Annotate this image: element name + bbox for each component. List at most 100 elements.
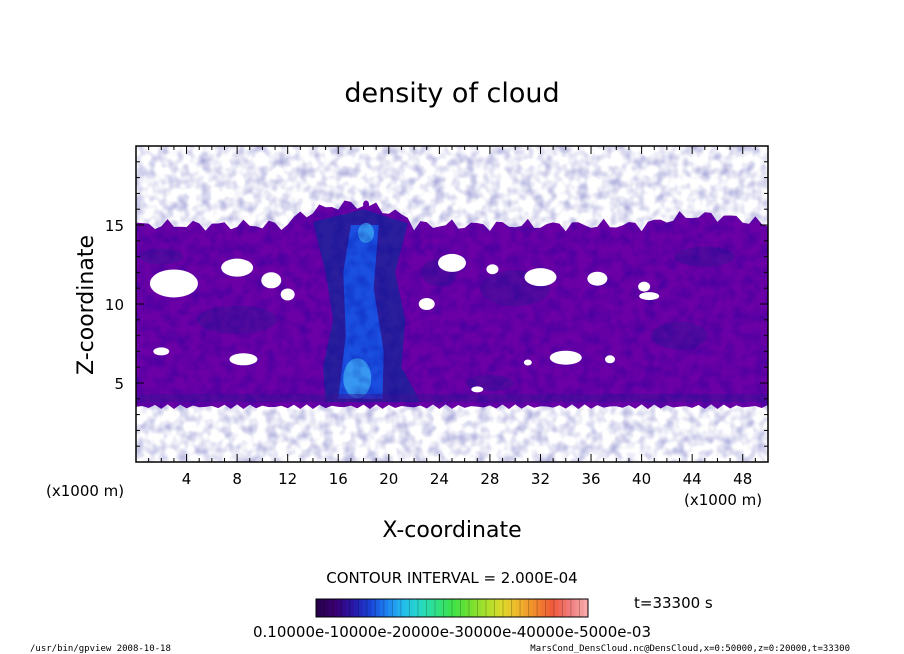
y-tick-label: 15 xyxy=(105,217,124,235)
colorbar-frame xyxy=(315,598,589,618)
plot-area xyxy=(136,146,768,462)
colorbar-swatch xyxy=(333,599,338,617)
y-axis-ticks: 5 10 15 xyxy=(105,161,768,447)
y-tick-label: 10 xyxy=(105,296,124,314)
colorbar-swatch xyxy=(401,599,406,617)
colorbar-swatch xyxy=(452,599,457,617)
colorbar-swatch xyxy=(439,599,444,617)
colorbar-swatch xyxy=(388,599,393,617)
time-label: t=33300 s xyxy=(634,594,713,612)
colorbar-swatch xyxy=(367,599,372,617)
colorbar-swatch xyxy=(511,599,517,617)
colorbar-swatch xyxy=(562,599,568,617)
chart-title: density of cloud xyxy=(344,78,559,109)
cloud-gaps xyxy=(149,253,660,393)
cloud-gap xyxy=(638,281,651,292)
colorbar-swatch xyxy=(554,599,559,617)
colorbar-swatch xyxy=(447,599,453,617)
colorbar-swatch xyxy=(507,599,512,617)
colorbar-swatch xyxy=(545,599,551,617)
colorbar-swatch xyxy=(571,599,576,617)
colorbar-swatch xyxy=(537,599,542,617)
cloud-gap xyxy=(229,353,258,366)
x-tick-label: 36 xyxy=(581,470,600,488)
colorbar-swatch xyxy=(384,599,389,617)
colorbar-swatch xyxy=(375,599,381,617)
colorbar-swatch xyxy=(341,599,347,617)
cloud-gap xyxy=(261,272,282,289)
footer-left: /usr/bin/gpview 2008-10-18 xyxy=(30,644,171,654)
colorbar-swatch xyxy=(524,599,529,617)
colorbar-swatch xyxy=(520,599,525,617)
x-tick-label: 16 xyxy=(329,470,348,488)
cloud-gap xyxy=(605,355,615,364)
colorbar-swatch xyxy=(413,599,419,617)
colorbar-swatch xyxy=(532,599,538,617)
colorbar-swatch xyxy=(328,599,334,617)
x-tick-label: 28 xyxy=(480,470,499,488)
colorbar-swatch xyxy=(498,599,504,617)
cloud-gap xyxy=(418,298,435,310)
colorbar-tick-labels: 0.10000e-10000e-20000e-30000e-40000e-500… xyxy=(253,623,651,641)
colorbar-swatch xyxy=(418,599,423,617)
colorbar-swatch xyxy=(490,599,495,617)
colorbar-swatch xyxy=(435,599,440,617)
colorbar-swatch xyxy=(316,599,321,617)
colorbar-swatch xyxy=(486,599,491,617)
colorbar-swatch xyxy=(503,599,508,617)
cloud-gap xyxy=(639,292,660,301)
colorbar-swatch xyxy=(579,599,585,617)
x-unit-left: (x1000 m) xyxy=(46,482,124,500)
colorbar-swatch xyxy=(477,599,483,617)
x-tick-label: 32 xyxy=(531,470,550,488)
colorbar-swatch xyxy=(405,599,410,617)
x-axis-ticks: 4 8 12 16 20 24 28 32 36 40 44 48 xyxy=(148,146,756,488)
cloud-gap xyxy=(149,269,198,298)
cloud-gap xyxy=(280,288,295,301)
colorbar-swatch xyxy=(320,599,325,617)
colorbar-swatch xyxy=(481,599,487,617)
colorbar-swatch xyxy=(345,599,351,617)
colorbar-swatch xyxy=(392,599,398,617)
colorbar-swatch xyxy=(337,599,342,617)
colorbar-swatch xyxy=(528,599,534,617)
colorbar-swatch xyxy=(443,599,449,617)
y-axis-label: Z-coordinate xyxy=(74,235,99,375)
colorbar-swatch xyxy=(515,599,521,617)
x-tick-label: 8 xyxy=(232,470,242,488)
cloud-gap xyxy=(438,253,466,272)
x-tick-label: 40 xyxy=(632,470,651,488)
x-tick-label: 4 xyxy=(182,470,192,488)
colorbar-swatch xyxy=(549,599,555,617)
colorbar-swatch xyxy=(494,599,500,617)
colorbar-swatch xyxy=(469,599,474,617)
x-tick-label: 48 xyxy=(733,470,752,488)
colorbar-swatch xyxy=(354,599,359,617)
colorbar xyxy=(315,599,589,617)
colorbar-swatch xyxy=(566,599,572,617)
cloud-gap xyxy=(549,350,582,365)
colorbar-swatch xyxy=(422,599,427,617)
cloud-gap xyxy=(153,347,170,356)
x-axis-label: X-coordinate xyxy=(382,518,521,543)
cloud-gap xyxy=(587,271,608,286)
cloud-gap xyxy=(486,264,499,275)
colorbar-swatch xyxy=(379,599,385,617)
cloud-gap xyxy=(221,258,254,277)
y-tick-label: 5 xyxy=(114,375,124,393)
x-tick-label: 44 xyxy=(683,470,702,488)
x-tick-label: 24 xyxy=(430,470,449,488)
colorbar-swatch xyxy=(583,599,589,617)
colorbar-swatch xyxy=(426,599,432,617)
colorbar-swatch xyxy=(371,599,376,617)
colorbar-swatch xyxy=(430,599,436,617)
colorbar-swatch xyxy=(396,599,402,617)
cloud-gap xyxy=(524,268,557,287)
cloud-gap xyxy=(523,359,532,366)
colorbar-swatch xyxy=(558,599,563,617)
colorbar-swatch xyxy=(324,599,330,617)
contour-interval-text: CONTOUR INTERVAL = 2.000E-04 xyxy=(326,569,577,587)
footer-right: MarsCond_DensCloud.nc@DensCloud,x=0:5000… xyxy=(530,644,850,654)
colorbar-swatch xyxy=(541,599,546,617)
